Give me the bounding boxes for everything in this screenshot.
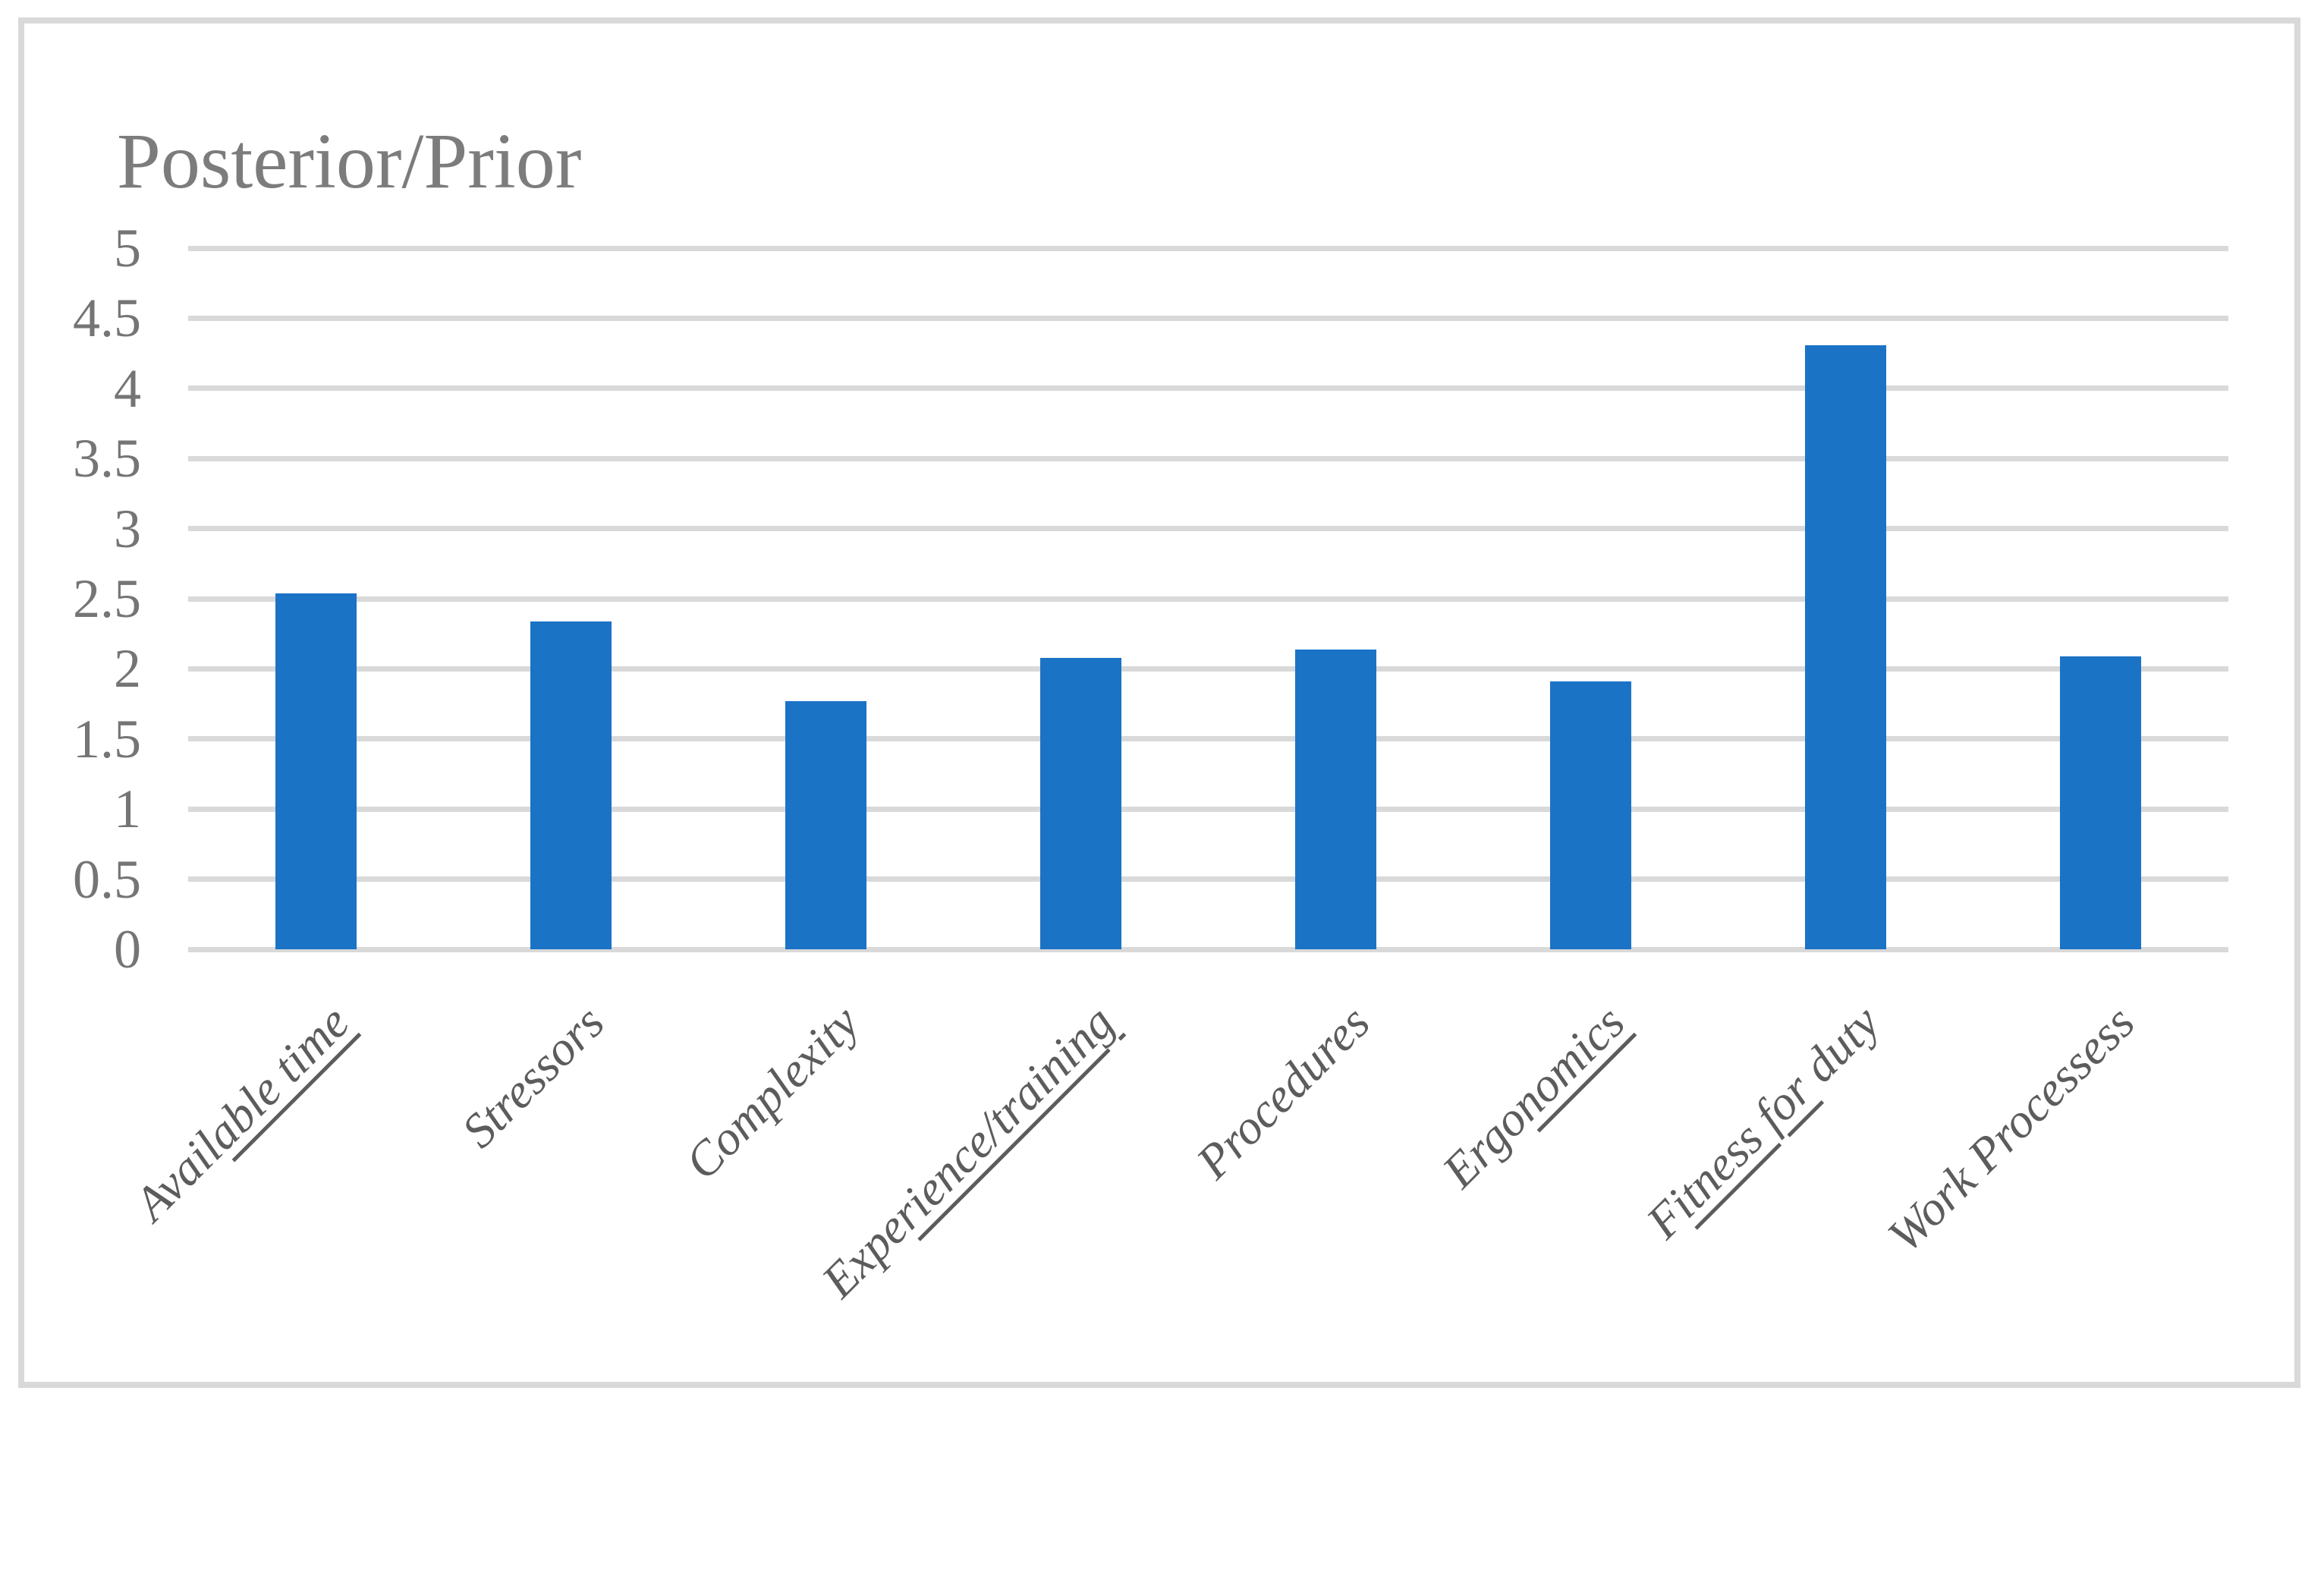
chart-title: Posterior/Prior <box>117 116 581 207</box>
chart-frame: Posterior/Prior <box>18 17 2300 1388</box>
